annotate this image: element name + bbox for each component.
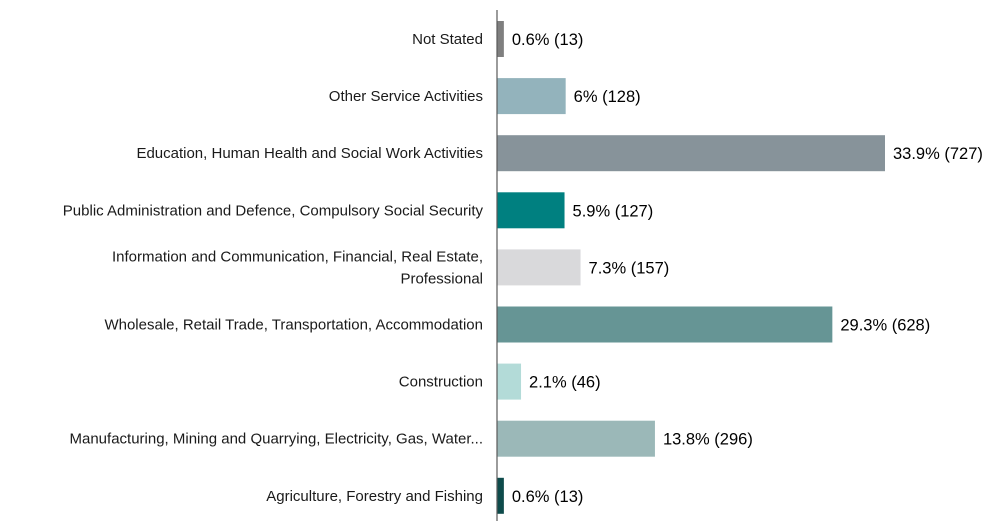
bar-row: Manufacturing, Mining and Quarrying, Ele…	[70, 420, 753, 457]
bar	[497, 135, 885, 172]
category-label: Wholesale, Retail Trade, Transportation,…	[104, 317, 483, 334]
category-label: Professional	[400, 270, 483, 287]
category-label: Education, Human Health and Social Work …	[136, 145, 483, 162]
bar-row: Other Service Activities 6% (128)	[329, 78, 641, 115]
bar	[497, 306, 833, 343]
data-label: 33.9% (727)	[893, 145, 983, 163]
data-label: 6% (128)	[574, 88, 641, 106]
bar	[497, 21, 504, 57]
bar-row: Wholesale, Retail Trade, Transportation,…	[104, 306, 930, 343]
bar	[497, 192, 565, 229]
data-label: 2.1% (46)	[529, 374, 601, 392]
category-label: Construction	[399, 374, 483, 391]
data-label: 5.9% (127)	[573, 202, 654, 220]
bar	[497, 477, 504, 514]
category-label: Other Service Activities	[329, 88, 483, 105]
bar-row: Not Stated 0.6% (13)	[412, 21, 583, 57]
bar-row: Information and Communication, Financial…	[112, 248, 669, 287]
bar	[497, 420, 655, 457]
category-label: Manufacturing, Mining and Quarrying, Ele…	[70, 431, 484, 448]
bar	[497, 78, 566, 115]
bar-row: Agriculture, Forestry and Fishing 0.6% (1…	[266, 477, 584, 514]
data-label: 0.6% (13)	[512, 31, 584, 49]
data-label: 0.6% (13)	[512, 488, 584, 506]
category-label: Not Stated	[412, 31, 483, 48]
category-label: Agriculture, Forestry and Fishing	[266, 488, 483, 505]
category-label: Information and Communication, Financial…	[112, 248, 483, 265]
data-label: 13.8% (296)	[663, 431, 753, 449]
bar	[497, 363, 522, 400]
data-label: 29.3% (628)	[840, 317, 930, 335]
bar	[497, 249, 581, 286]
bar-row: Public Administration and Defence, Compu…	[63, 192, 654, 229]
category-label: Public Administration and Defence, Compu…	[63, 202, 484, 219]
data-label: 7.3% (157)	[589, 259, 670, 277]
bar-row: Education, Human Health and Social Work …	[136, 135, 983, 172]
bar-row: Construction 2.1% (46)	[399, 363, 601, 400]
